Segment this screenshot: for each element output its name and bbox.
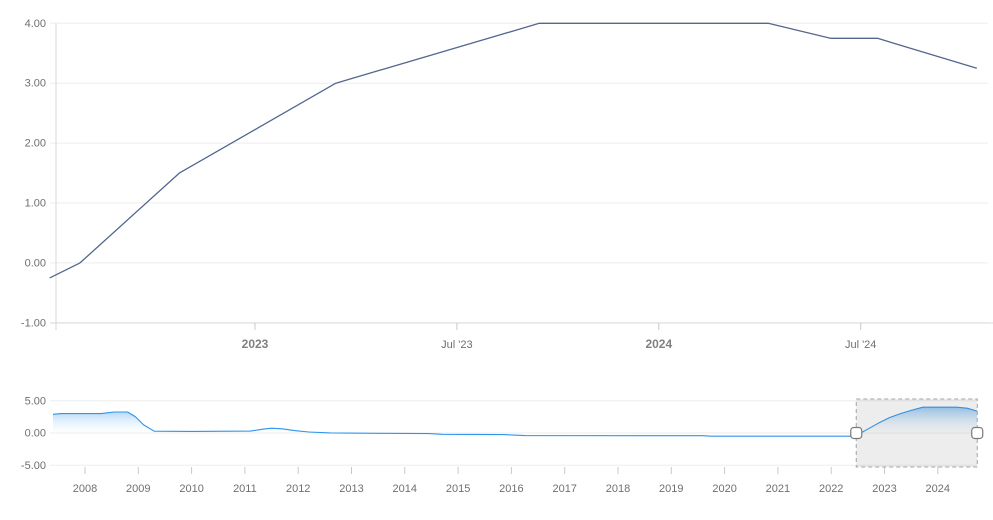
navigator-year-label: 2009 <box>126 483 150 495</box>
navigator-series-line <box>52 406 978 437</box>
main-x-axis-label: 2024 <box>645 337 672 351</box>
navigator-year-label: 2014 <box>393 483 417 495</box>
main-chart: 4.00 3.00 2.00 1.00 0.00 -1.00 2023 Jul '23 2024… <box>21 10 993 351</box>
main-y-axis-label: 2.00 <box>25 138 46 150</box>
navigator-chart: 5.00 0.00 -5.00 2008 2009 2010 2011 2012 2013 201… <box>21 395 984 495</box>
main-x-axis-label: Jul '24 <box>845 339 876 351</box>
navigator-year-label: 2008 <box>73 483 97 495</box>
navigator-left-handle[interactable] <box>850 426 863 440</box>
navigator-year-label: 2024 <box>926 483 950 495</box>
navigator-selected-range[interactable] <box>855 398 978 468</box>
navigator-track[interactable] <box>50 399 977 467</box>
navigator-year-label: 2010 <box>179 483 203 495</box>
navigator-y-axis-label: -5.00 <box>21 460 46 472</box>
main-y-axis-label: 0.00 <box>25 257 46 269</box>
navigator-year-label: 2011 <box>233 483 257 495</box>
navigator-year-label: 2018 <box>606 483 630 495</box>
navigator-year-label: 2012 <box>286 483 310 495</box>
navigator-year-label: 2013 <box>339 483 363 495</box>
main-y-axis-label: 3.00 <box>25 78 46 90</box>
main-y-axis-label: 1.00 <box>25 198 46 210</box>
navigator-right-handle[interactable] <box>971 426 984 440</box>
navigator-year-label: 2019 <box>659 483 683 495</box>
navigator-year-label: 2022 <box>819 483 843 495</box>
main-y-axis-label: -1.00 <box>21 317 46 329</box>
navigator-year-label: 2017 <box>552 483 576 495</box>
navigator-y-axis-label: 0.00 <box>25 428 46 440</box>
main-plot-area[interactable] <box>56 10 988 323</box>
main-x-axis-label: Jul '23 <box>441 339 472 351</box>
main-x-axis-label: 2023 <box>242 337 269 351</box>
rate-series-line <box>49 22 977 279</box>
main-y-axis-label: 4.00 <box>25 18 46 30</box>
navigator-y-axis-label: 5.00 <box>25 395 46 407</box>
navigator-year-label: 2021 <box>766 483 790 495</box>
navigator-year-label: 2023 <box>872 483 896 495</box>
navigator-year-label: 2020 <box>712 483 736 495</box>
navigator-year-label: 2016 <box>499 483 523 495</box>
navigator-year-label: 2015 <box>446 483 470 495</box>
